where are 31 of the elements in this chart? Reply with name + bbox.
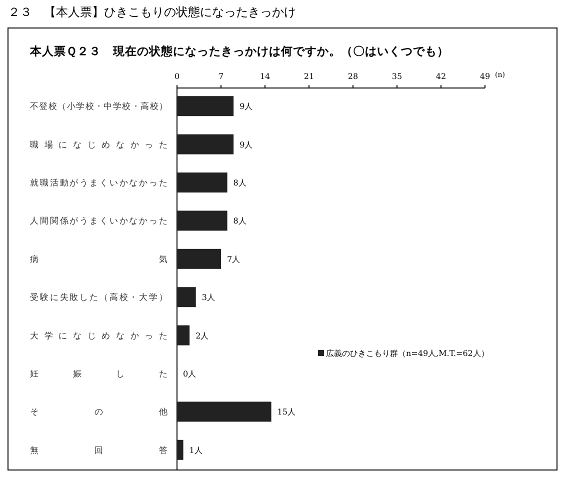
data-label: 9人 (240, 140, 253, 150)
y-tick-label: 無回答 (30, 444, 168, 456)
y-tick-label: 人間関係がうまくいかなかった (30, 216, 168, 227)
y-tick-label: 妊娠した (30, 368, 168, 380)
data-label: 15人 (277, 408, 296, 417)
y-tick-label: 不登校（小学校・中学校・高校） (30, 101, 168, 112)
data-label: 0人 (183, 370, 196, 378)
data-label: 7人 (227, 254, 240, 264)
x-tick-label: 0 (174, 72, 180, 81)
data-label: 1人 (189, 446, 202, 455)
data-label: 8人 (233, 216, 246, 226)
data-label: 8人 (233, 178, 246, 188)
y-tick-label: 職場になじめなかった (30, 139, 168, 150)
x-tick-label: 28 (348, 72, 358, 81)
legend-label: 広義のひきこもり群（n=49人,M.T.=62人） (326, 349, 489, 358)
y-tick-label: 大学になじめなかった (30, 330, 168, 342)
x-tick-label: 49 (480, 72, 490, 81)
data-label: 3人 (202, 293, 215, 302)
subtitle: 本人票Ｑ２３ 現在の状態になったきっかけは何ですか。（〇はいくつでも） (30, 44, 449, 58)
x-tick-label: 35 (392, 72, 402, 81)
y-tick-label: 就職活動がうまくいかなかった (30, 178, 168, 188)
x-tick-label: 42 (436, 72, 446, 81)
y-tick-label: 受験に失敗した（高校・大学） (30, 292, 168, 304)
data-label: 9人 (240, 102, 253, 112)
y-tick-label: その他 (30, 406, 168, 418)
data-label: 2人 (196, 331, 209, 340)
x-tick-label: 7 (218, 72, 224, 81)
x-tick-label: 21 (304, 72, 314, 81)
x-tick-label: 14 (260, 72, 270, 81)
title: ２３ 【本人票】ひきこもりの状態になったきっかけ (8, 5, 296, 19)
y-tick-label: 病気 (30, 254, 168, 265)
